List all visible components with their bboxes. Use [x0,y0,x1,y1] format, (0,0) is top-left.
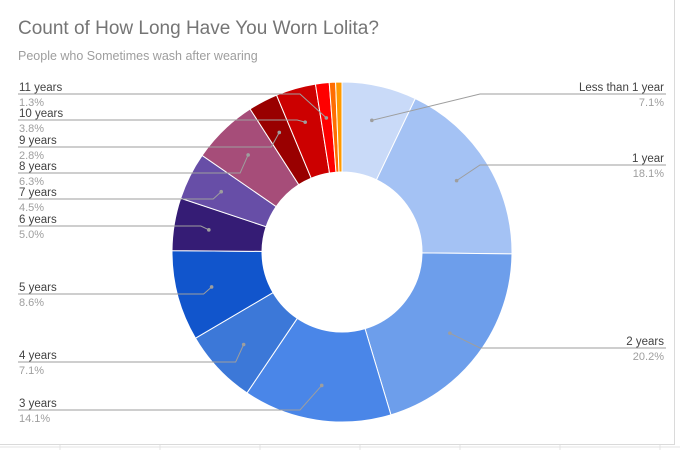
leader-line [456,164,666,182]
leader-dot [209,285,214,289]
slice-label: 6 years [19,214,57,226]
leader-dot [246,153,250,157]
chart-title: Count of How Long Have You Worn Lolita? [18,18,379,39]
label-10-years: 10 years 3.8% [18,108,307,135]
leader-dot [207,228,211,232]
slice-label: Less than 1 year [579,82,664,94]
leader-dot [219,189,224,194]
label-8-years: 8 years 6.3% [18,153,250,188]
slice-label: 8 years [19,161,57,173]
slice-label: 2 years [626,336,664,348]
slice-2-years[interactable] [364,252,513,416]
leader-line [18,119,306,123]
label-7-years: 7 years 4.5% [18,187,224,214]
leader-dot [303,120,307,124]
label-9-years: 9 years 2.8% [18,130,282,162]
slice-label: 10 years [19,108,63,120]
slice-percent: 1.3% [19,97,44,109]
label-6-years: 6 years 5.0% [18,214,211,241]
label-2-years: 2 years 20.2% [448,331,666,363]
slice-label: 9 years [19,135,57,147]
slice-percent: 7.1% [639,97,664,109]
slice-label: 4 years [19,350,57,362]
slice-labels: Less than 1 year 7.1% 1 year 18.1% 2 years 20… [18,82,666,425]
leader-line [18,344,245,363]
leader-line [18,132,280,148]
chart-subtitle: People who Sometimes wash after wearing [18,49,258,63]
leader-dot [319,383,324,388]
slice-percent: 4.5% [19,202,44,214]
slice-percent: 3.8% [19,123,44,135]
slice-1-year[interactable] [375,97,513,255]
slice-label: 3 years [19,398,57,410]
slice-percent: 5.0% [19,229,44,241]
leader-dot [454,178,459,183]
donut-chart: Less than 1 year 7.1% 1 year 18.1% 2 years 20… [18,81,666,425]
label-3-years: 3 years 14.1% [18,383,324,425]
slice-percent: 14.1% [19,413,50,425]
slice-percent: 6.3% [19,176,44,188]
leader-dot [241,342,246,347]
label-4-years: 4 years 7.1% [18,342,246,377]
leader-line [18,286,212,295]
slice-percent: 8.6% [19,297,44,309]
leader-dot [277,130,282,135]
leader-line [18,154,249,174]
leader-line [18,191,222,200]
slice-percent: 2.8% [19,150,44,162]
label-5-years: 5 years 8.6% [18,282,214,309]
slice-percent: 18.1% [633,168,664,180]
leader-line [18,225,210,231]
leader-line [449,332,666,349]
slice-label: 11 years [19,82,63,94]
leader-dot [370,118,374,123]
label-11-years: 11 years 1.3% [18,82,329,120]
leader-line [371,93,666,121]
label-less-than-1-year: Less than 1 year 7.1% [370,82,666,123]
slice-label: 1 year [632,153,664,165]
slice-label: 7 years [19,187,57,199]
leader-dot [448,331,452,335]
slice-percent: 20.2% [633,351,664,363]
slice-percent: 7.1% [19,365,44,377]
leader-dot [324,116,329,120]
label-1-year: 1 year 18.1% [454,153,666,183]
leader-line [18,385,323,411]
slice-minor-13[interactable] [335,81,343,173]
slice-label: 5 years [19,282,57,294]
leader-line [18,93,327,119]
